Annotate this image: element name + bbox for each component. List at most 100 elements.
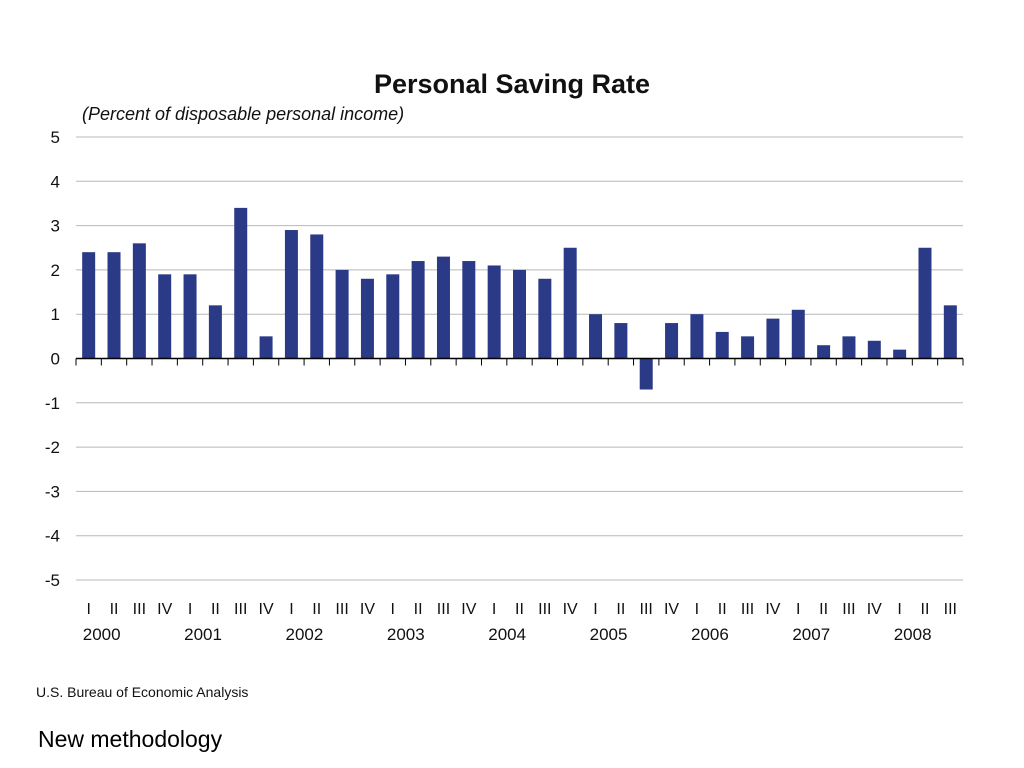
year-label: 2005 <box>590 625 628 644</box>
quarter-label: IV <box>867 601 882 618</box>
quarter-label: IV <box>765 601 780 618</box>
y-tick-label: -1 <box>45 394 60 413</box>
bar-2000-ii <box>107 252 121 359</box>
year-label: 2003 <box>387 625 425 644</box>
quarter-label: III <box>133 601 146 618</box>
year-label: 2007 <box>792 625 830 644</box>
quarter-label: I <box>796 601 800 618</box>
quarter-label: III <box>437 601 450 618</box>
quarter-label: II <box>616 601 625 618</box>
bar-2001-iii <box>234 207 248 359</box>
bar-2006-ii <box>715 331 729 359</box>
chart-subtitle: (Percent of disposable personal income) <box>82 104 404 124</box>
quarter-label: IV <box>461 601 476 618</box>
bar-2001-iv <box>259 336 273 359</box>
quarter-label: II <box>312 601 321 618</box>
quarter-label: III <box>234 601 247 618</box>
bar-2004-i <box>487 265 501 359</box>
quarter-label: I <box>188 601 192 618</box>
quarter-label: IV <box>563 601 578 618</box>
y-tick-label: 4 <box>51 172 60 191</box>
bar-2005-ii <box>614 323 628 359</box>
bar-2004-ii <box>513 269 526 359</box>
bar-2002-i <box>284 230 298 359</box>
x-axis <box>75 357 964 366</box>
quarter-label: I <box>897 601 901 618</box>
bar-2005-i <box>589 314 603 359</box>
bar-2008-ii <box>918 247 932 359</box>
quarter-label: III <box>944 601 957 618</box>
quarter-label: IV <box>664 601 679 618</box>
bar-2004-iv <box>563 247 577 359</box>
y-tick-label: 1 <box>51 305 60 324</box>
year-label: 2000 <box>83 625 121 644</box>
y-tick-label: 5 <box>51 128 60 147</box>
bar-2003-iii <box>436 256 450 359</box>
quarter-label: III <box>335 601 348 618</box>
quarter-label: II <box>110 601 119 618</box>
bar-2005-iv <box>665 323 679 359</box>
note-text: New methodology <box>38 726 223 752</box>
quarter-labels: I II III IV I II III IV I II III IV I II III IV I II III IV… <box>86 601 957 618</box>
quarter-label: I <box>492 601 496 618</box>
bar-2007-iv <box>867 340 881 359</box>
year-label: 2008 <box>894 625 932 644</box>
bar-2004-iii <box>538 278 552 359</box>
chart-title: Personal Saving Rate <box>374 69 650 99</box>
quarter-label: II <box>921 601 930 618</box>
bar-2006-iii <box>741 336 755 359</box>
bar-2000-iii <box>132 243 146 359</box>
quarter-label: II <box>414 601 423 618</box>
y-tick-label: 3 <box>51 217 60 236</box>
y-tick-label: -3 <box>45 482 60 501</box>
y-tick-label: 0 <box>51 350 60 369</box>
quarter-label: IV <box>360 601 375 618</box>
quarter-label: I <box>391 601 395 618</box>
bar-2006-i <box>690 314 704 359</box>
bar-2000-iv <box>158 274 172 359</box>
quarter-label: I <box>593 601 597 618</box>
quarter-label: III <box>640 601 653 618</box>
year-label: 2006 <box>691 625 729 644</box>
y-tick-label: -4 <box>45 527 60 546</box>
quarter-label: III <box>741 601 754 618</box>
bar-2003-iv <box>462 261 476 359</box>
bar-2007-i <box>791 309 805 359</box>
bar-2006-iv <box>766 318 780 359</box>
y-tick-label: -2 <box>45 438 60 457</box>
year-label: 2001 <box>184 625 222 644</box>
year-labels: 2000 2001 2002 2003 2004 2005 2006 2007 2008 <box>83 625 932 644</box>
year-label: 2002 <box>286 625 324 644</box>
quarter-label: II <box>515 601 524 618</box>
bar-2003-i <box>386 274 400 359</box>
bars <box>82 207 957 390</box>
bar-2008-iii <box>943 305 957 359</box>
quarter-label: IV <box>157 601 172 618</box>
quarter-label: I <box>695 601 699 618</box>
bar-2000-i <box>82 252 96 359</box>
quarter-label: I <box>86 601 90 618</box>
bar-2002-ii <box>310 234 324 359</box>
source-label: U.S. Bureau of Economic Analysis <box>36 684 248 700</box>
quarter-label: III <box>538 601 551 618</box>
quarter-label: II <box>718 601 727 618</box>
bar-2007-ii <box>817 345 831 359</box>
quarter-label: I <box>289 601 293 618</box>
quarter-label: III <box>842 601 855 618</box>
quarter-label: II <box>211 601 220 618</box>
bar-2007-iii <box>842 336 856 359</box>
year-label: 2004 <box>488 625 526 644</box>
bar-2001-ii <box>208 305 222 359</box>
quarter-label: IV <box>259 601 274 618</box>
bar-2001-i <box>183 274 197 359</box>
bar-2002-iii <box>335 269 349 359</box>
quarter-label: II <box>819 601 828 618</box>
bar-2008-i <box>893 349 907 359</box>
bar-2003-ii <box>411 261 425 359</box>
bar-2002-iv <box>360 278 374 359</box>
y-tick-label: -5 <box>45 571 60 590</box>
bar-2005-iii <box>639 358 653 390</box>
y-axis-ticks: 5 4 3 2 1 0 -1 -2 -3 -4 -5 <box>45 128 60 590</box>
y-tick-label: 2 <box>51 261 60 280</box>
